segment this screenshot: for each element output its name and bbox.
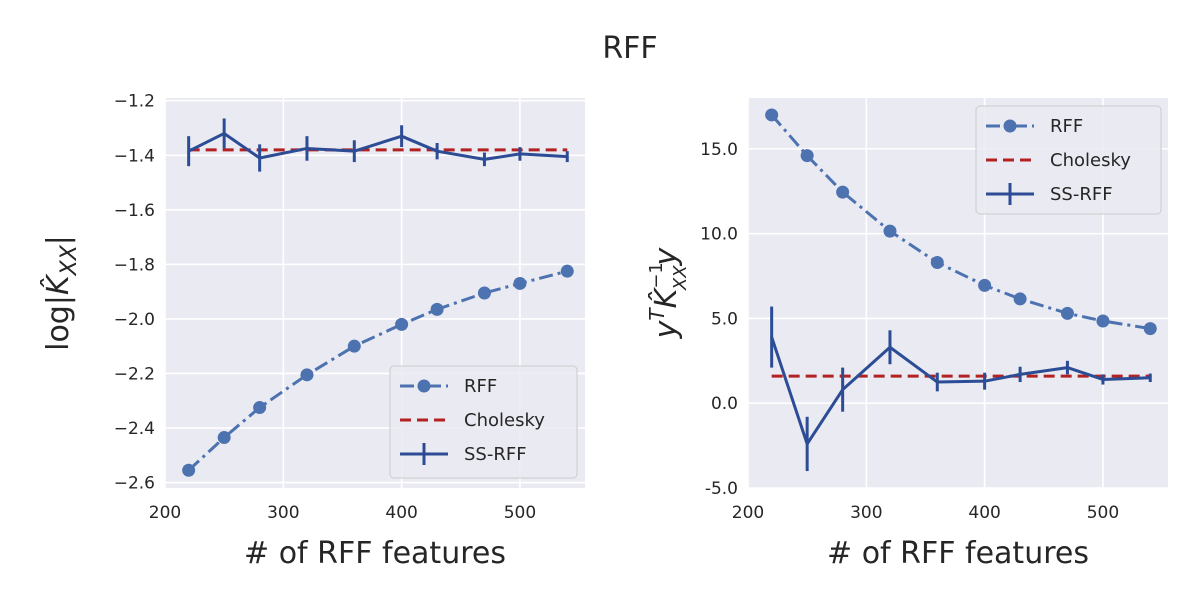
data-point — [253, 401, 267, 415]
data-point — [800, 149, 814, 163]
series-line — [770, 336, 1151, 446]
y-axis-label: yTK̂−1 XXy — [645, 246, 691, 339]
y-tick-label: −1.8 — [114, 255, 155, 275]
x-tick-label: 500 — [1087, 503, 1119, 523]
legend-label: SS-RFF — [1050, 184, 1113, 205]
legend-label: SS-RFF — [464, 444, 527, 465]
x-tick-label: 300 — [850, 503, 882, 523]
data-point — [513, 276, 527, 290]
y-tick-label: −2.2 — [114, 364, 155, 384]
data-point — [347, 339, 361, 353]
data-point — [430, 302, 444, 316]
legend-label: Cholesky — [1050, 150, 1131, 171]
data-point — [930, 255, 944, 269]
series-rff — [765, 108, 1157, 336]
series-ss-rff — [187, 118, 569, 172]
panel-1: 200 300 400 500 −2.6 −2.4 −2.2 −2.0 −1.8 −1.6 −1.4… — [40, 92, 585, 571]
x-tick-label: 200 — [149, 503, 181, 523]
series-ss-rff — [770, 306, 1152, 472]
legend-label: Cholesky — [464, 410, 545, 431]
figure-title: RFF — [602, 31, 657, 66]
legend-item-rff: RFF — [986, 116, 1083, 137]
x-axis-label: # of RFF features — [244, 536, 506, 571]
data-point — [560, 264, 574, 278]
data-point — [883, 224, 897, 238]
y-tick-label: -5.0 — [705, 479, 738, 499]
series-line — [770, 113, 1151, 331]
data-point — [836, 185, 850, 199]
y-tick-label: 15.0 — [700, 140, 738, 160]
data-point — [1143, 322, 1157, 336]
x-tick-label: 400 — [385, 503, 417, 523]
x-tick-label: 300 — [267, 503, 299, 523]
series-line — [187, 131, 568, 161]
x-axis-label: # of RFF features — [827, 536, 1089, 571]
data-point — [765, 108, 779, 122]
x-tick-label: 200 — [732, 503, 764, 523]
legend-item-rff: RFF — [400, 376, 497, 397]
y-tick-label: 0.0 — [711, 394, 738, 414]
legend-item-ss-rff: SS-RFF — [400, 443, 527, 465]
legend-label: RFF — [1050, 116, 1083, 137]
y-tick-label: −2.0 — [114, 310, 155, 330]
y-tick-label: 5.0 — [711, 309, 738, 329]
y-tick-label: −1.4 — [114, 146, 155, 166]
y-tick-label: −1.6 — [114, 201, 155, 221]
x-tick-label: 400 — [968, 503, 1000, 523]
y-tick-label: −1.2 — [114, 92, 155, 112]
legend: RFF Cholesky SS-RFF — [389, 365, 578, 479]
y-tick-label: −2.6 — [114, 474, 155, 494]
panel-2: 200 300 400 500 -5.0 0.0 5.0 10.0 15.0 # of RFF f… — [645, 98, 1168, 571]
legend-item-cholesky: Cholesky — [400, 410, 545, 431]
data-point — [217, 431, 231, 445]
legend-marker — [417, 379, 431, 393]
data-point — [182, 463, 196, 477]
y-tick-label: 10.0 — [700, 225, 738, 245]
legend-item-cholesky: Cholesky — [986, 150, 1131, 171]
data-point — [1096, 314, 1110, 328]
data-point — [978, 278, 992, 292]
x-tick-label: 500 — [504, 503, 536, 523]
data-point — [1013, 292, 1027, 306]
data-point — [300, 368, 314, 382]
y-axis-label: log|K̂XX| — [40, 235, 82, 351]
data-point — [395, 317, 409, 331]
data-point — [1060, 306, 1074, 320]
legend-item-ss-rff: SS-RFF — [986, 183, 1113, 205]
legend-marker — [1003, 119, 1017, 133]
series-rff — [182, 264, 574, 477]
y-tick-label: −2.4 — [114, 419, 155, 439]
legend: RFF Cholesky SS-RFF — [975, 105, 1162, 215]
data-point — [477, 286, 491, 300]
legend-label: RFF — [464, 376, 497, 397]
